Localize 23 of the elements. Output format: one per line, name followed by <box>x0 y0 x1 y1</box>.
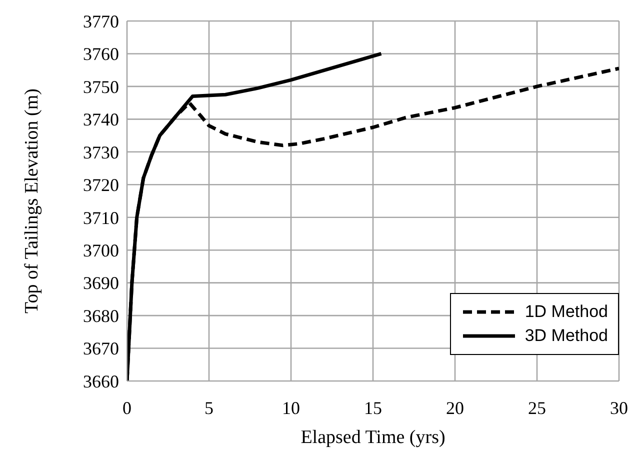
y-tick-label: 3770 <box>83 11 119 32</box>
x-tick-label: 10 <box>282 398 300 418</box>
x-axis-title: Elapsed Time (yrs) <box>300 427 446 448</box>
y-tick-label: 3720 <box>83 175 119 196</box>
x-tick-label: 0 <box>122 398 132 418</box>
y-tick-label: 3660 <box>83 371 119 392</box>
y-tick-label: 3760 <box>83 44 119 64</box>
y-tick-label: 3680 <box>83 306 119 326</box>
x-tick-label: 30 <box>610 398 628 418</box>
legend-label: 3D Method <box>524 326 608 346</box>
y-tick-label: 3710 <box>83 208 119 228</box>
x-tick-label: 25 <box>528 398 546 418</box>
x-tick-label: 20 <box>446 398 464 418</box>
y-tick-label: 3740 <box>83 110 119 130</box>
y-tick-label: 3730 <box>83 142 119 162</box>
y-tick-label: 3670 <box>83 338 119 359</box>
x-tick-label: 15 <box>364 398 382 418</box>
y-axis-title: Top of Tailings Elevation (m) <box>22 88 43 314</box>
legend-label: 1D Method <box>524 302 608 322</box>
y-tick-label: 3750 <box>83 76 119 97</box>
y-tick-label: 3700 <box>83 240 119 260</box>
x-tick-label: 5 <box>204 398 214 418</box>
y-tick-label: 3690 <box>83 273 119 294</box>
